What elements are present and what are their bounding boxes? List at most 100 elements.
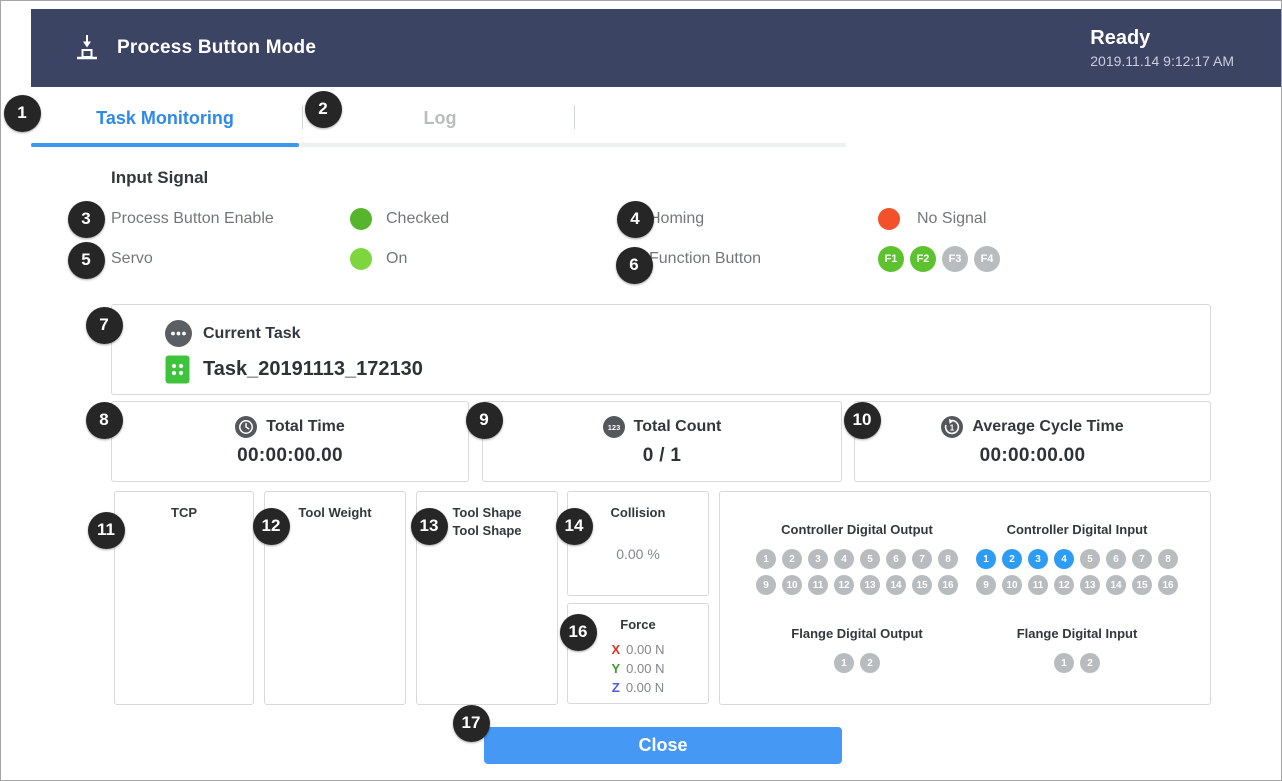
io-channel-1: 1 xyxy=(976,549,996,569)
servo-label: Servo xyxy=(111,250,153,267)
tcp-panel: TCP xyxy=(114,491,254,705)
function-button-f2-indicator: F2 xyxy=(910,246,936,272)
timestamp: 2019.11.14 9:12:17 AM xyxy=(1090,53,1234,69)
io-channel-5: 5 xyxy=(1080,549,1100,569)
force-axis-x: X 0.00 N xyxy=(611,642,665,657)
collision-title: Collision xyxy=(610,505,666,520)
average-cycle-time-header: 1 Average Cycle Time xyxy=(855,416,1210,438)
window-title: Process Button Mode xyxy=(117,37,317,58)
current-task-box: Current Task Task_20191113_172130 xyxy=(111,304,1211,395)
svg-text:123: 123 xyxy=(607,423,620,432)
io-channel-9: 9 xyxy=(756,575,776,595)
flange-digital-output-title: Flange Digital Output xyxy=(791,626,923,641)
current-task-label: Current Task xyxy=(203,324,301,342)
ellipsis-icon xyxy=(165,320,192,347)
process-button-enable-label: Process Button Enable xyxy=(111,210,274,227)
function-button-label: Function Button xyxy=(649,250,762,267)
cycle-time-icon: 1 xyxy=(941,416,964,438)
controller-digital-output-dots: 1 2 3 4 5 6 7 89 10 11 12 13 14 15 16 xyxy=(745,546,969,598)
total-count-label: Total Count xyxy=(633,418,722,435)
input-signal-title: Input Signal xyxy=(111,168,209,187)
servo-status: On xyxy=(386,250,408,267)
current-task-header: Current Task xyxy=(165,320,301,347)
callout-badge-16: 16 xyxy=(559,613,597,651)
io-channel-10: 10 xyxy=(1002,575,1022,595)
process-button-enable-dot xyxy=(350,208,372,230)
tab-task-monitoring[interactable]: Task Monitoring xyxy=(31,99,299,137)
callout-badge-3: 3 xyxy=(67,200,105,238)
task-document-icon xyxy=(165,355,190,384)
number-123-icon: 123 xyxy=(602,416,625,438)
callout-badge-17: 17 xyxy=(452,704,490,742)
controller-digital-input-title: Controller Digital Input xyxy=(1006,522,1148,537)
function-button-indicators: F1 F2 F3 F4 xyxy=(878,246,1000,272)
io-channel-2: 2 xyxy=(782,549,802,569)
total-time-header: Total Time xyxy=(112,416,468,438)
callout-badge-1: 1 xyxy=(3,94,41,132)
total-count-header: 123 Total Count xyxy=(483,416,841,438)
io-channel-7: 7 xyxy=(1132,549,1152,569)
titlebar: Process Button Mode Ready 2019.11.14 9:1… xyxy=(31,9,1281,87)
io-channel-1: 1 xyxy=(756,549,776,569)
callout-badge-8: 8 xyxy=(85,401,123,439)
clock-icon xyxy=(235,416,258,438)
io-channel-2: 2 xyxy=(860,653,880,673)
robot-status-block: Ready 2019.11.14 9:12:17 AM xyxy=(1090,27,1234,69)
digital-io-panel: Controller Digital Output 1 2 3 4 5 6 7 89 10 11 1… xyxy=(719,491,1211,705)
process-button-icon xyxy=(77,35,97,60)
total-time-value: 00:00:00.00 xyxy=(237,445,343,466)
io-channel-8: 8 xyxy=(1158,549,1178,569)
tab-log[interactable]: Log xyxy=(306,99,574,137)
callout-badge-6: 6 xyxy=(615,246,653,284)
close-button[interactable]: Close xyxy=(484,727,842,764)
tab-task-monitoring-label: Task Monitoring xyxy=(96,107,234,128)
total-count-value: 0 / 1 xyxy=(642,445,682,466)
process-button-enable-status: Checked xyxy=(386,210,450,227)
io-channel-11: 11 xyxy=(808,575,828,595)
callout-badge-11: 11 xyxy=(87,511,125,549)
io-channel-1: 1 xyxy=(834,653,854,673)
callout-badge-10: 10 xyxy=(843,401,881,439)
io-channel-12: 12 xyxy=(834,575,854,595)
homing-status: No Signal xyxy=(917,210,987,227)
controller-digital-input-dots: 1 2 3 4 5 6 7 89 10 11 12 13 14 15 16 xyxy=(965,546,1189,598)
total-count-box: 123 Total Count 0 / 1 xyxy=(482,401,842,482)
tool-shape-value: Tool Shape xyxy=(452,523,522,538)
io-channel-2: 2 xyxy=(1080,653,1100,673)
io-channel-9: 9 xyxy=(976,575,996,595)
io-channel-14: 14 xyxy=(886,575,906,595)
callout-badge-12: 12 xyxy=(252,507,290,545)
callout-badge-5: 5 xyxy=(67,241,105,279)
callout-badge-7: 7 xyxy=(85,306,123,344)
force-title: Force xyxy=(620,617,656,632)
io-channel-16: 16 xyxy=(938,575,958,595)
function-button-f4-indicator: F4 xyxy=(974,246,1000,272)
io-channel-15: 15 xyxy=(912,575,932,595)
io-channel-3: 3 xyxy=(808,549,828,569)
force-axis-y: Y 0.00 N xyxy=(611,661,665,676)
robot-state: Ready xyxy=(1090,27,1151,49)
average-cycle-time-value: 00:00:00.00 xyxy=(979,445,1086,466)
average-cycle-time-box: 1 Average Cycle Time 00:00:00.00 xyxy=(854,401,1211,482)
tool-shape-title: Tool Shape xyxy=(452,505,522,520)
active-tab-underline xyxy=(31,143,299,147)
io-channel-11: 11 xyxy=(1028,575,1048,595)
force-axis-z: Z 0.00 N xyxy=(611,680,665,695)
force-axis-values: X 0.00 N Y 0.00 N Z 0.00 N xyxy=(568,640,708,697)
callout-badge-13: 13 xyxy=(410,507,448,545)
io-channel-4: 4 xyxy=(1054,549,1074,569)
callout-badge-14: 14 xyxy=(555,507,593,545)
current-task-name: Task_20191113_172130 xyxy=(203,358,423,380)
collision-value: 0.00 % xyxy=(616,546,660,562)
total-time-box: Total Time 00:00:00.00 xyxy=(111,401,469,482)
io-channel-4: 4 xyxy=(834,549,854,569)
controller-digital-output-group: Controller Digital Output 1 2 3 4 5 6 7 89 10 11 1… xyxy=(745,522,969,598)
io-channel-12: 12 xyxy=(1054,575,1074,595)
callout-badge-4: 4 xyxy=(616,200,654,238)
servo-dot xyxy=(350,248,372,270)
current-task-row: Task_20191113_172130 xyxy=(165,355,423,384)
